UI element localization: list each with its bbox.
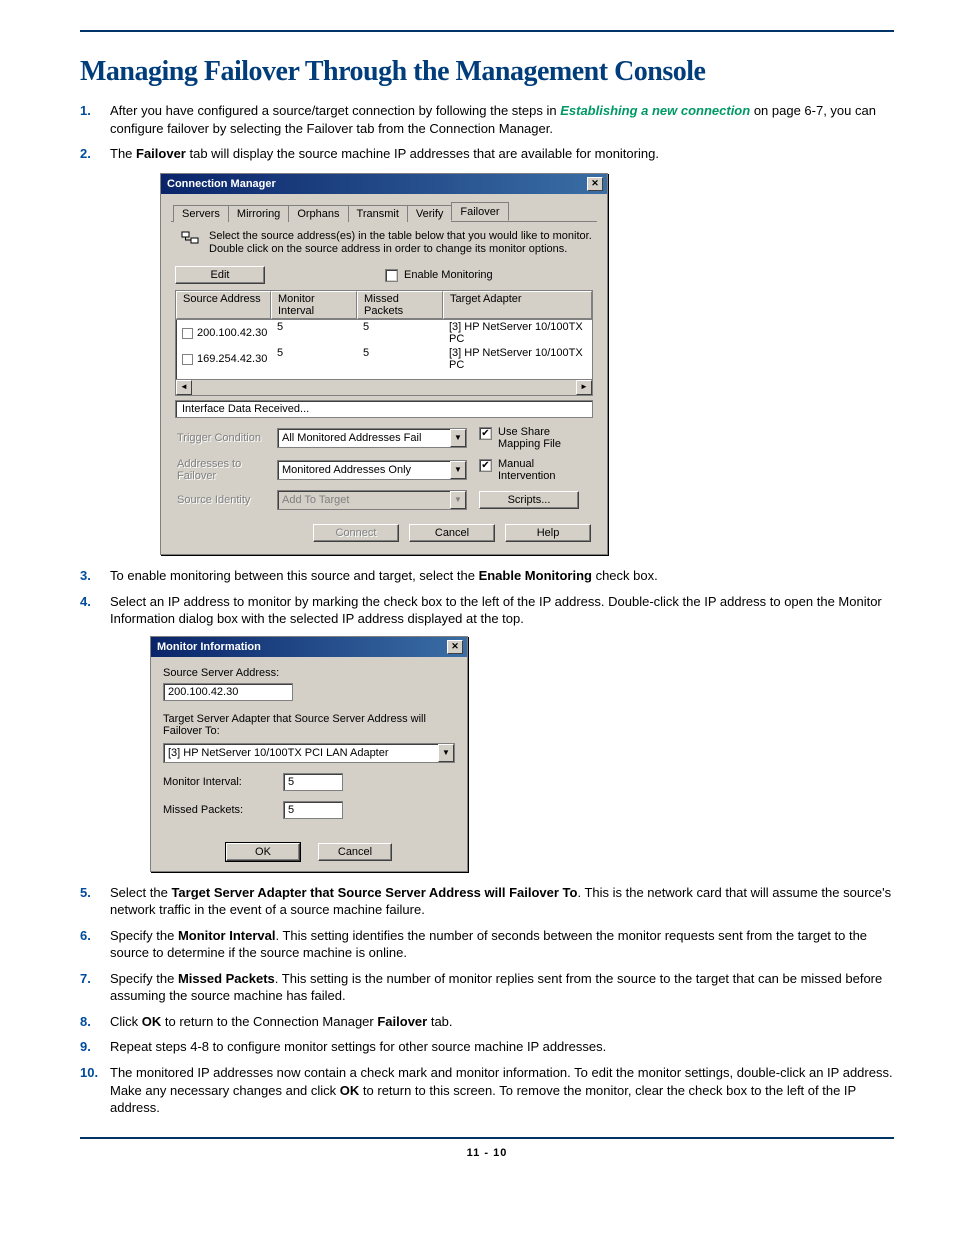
source-address-field[interactable]: 200.100.42.30 <box>163 683 293 701</box>
col-monitor-interval[interactable]: Monitor Interval <box>271 291 357 319</box>
scroll-right-icon[interactable]: ► <box>576 380 592 395</box>
steps-list-continued: 3. To enable monitoring between this sou… <box>80 567 894 628</box>
document-page: Managing Failover Through the Management… <box>0 0 954 1179</box>
step-9: 9. Repeat steps 4-8 to configure monitor… <box>80 1038 894 1056</box>
close-icon[interactable]: ✕ <box>587 177 603 191</box>
step-8: 8. Click OK to return to the Connection … <box>80 1013 894 1031</box>
enable-monitoring-checkbox[interactable] <box>385 269 398 282</box>
tab-servers[interactable]: Servers <box>173 205 229 222</box>
close-icon[interactable]: ✕ <box>447 640 463 654</box>
manual-intervention-label: Manual Intervention <box>498 458 591 482</box>
table-row[interactable]: 200.100.42.30 5 5 [3] HP NetServer 10/10… <box>176 320 592 346</box>
row-checkbox[interactable] <box>182 354 193 365</box>
instruction-text: Select the source address(es) in the tab… <box>209 230 593 256</box>
monitor-information-dialog: Monitor Information ✕ Source Server Addr… <box>150 636 468 872</box>
dialog-title: Connection Manager <box>167 178 276 190</box>
scripts-button[interactable]: Scripts... <box>479 491 579 509</box>
target-adapter-combo[interactable]: [3] HP NetServer 10/100TX PCI LAN Adapte… <box>163 743 455 763</box>
page-number: 11 - 10 <box>80 1147 894 1159</box>
bottom-rule <box>80 1137 894 1139</box>
col-source-address[interactable]: Source Address <box>176 291 271 319</box>
step-5: 5. Select the Target Server Adapter that… <box>80 884 894 919</box>
addresses-failover-combo[interactable]: Monitored Addresses Only ▼ <box>277 460 467 480</box>
enable-monitoring-label: Enable Monitoring <box>404 269 493 281</box>
chevron-down-icon[interactable]: ▼ <box>450 461 466 479</box>
step-7: 7. Specify the Missed Packets. This sett… <box>80 970 894 1005</box>
page-title: Managing Failover Through the Management… <box>80 56 894 88</box>
row-checkbox[interactable] <box>182 328 193 339</box>
missed-packets-label: Missed Packets: <box>163 804 267 816</box>
trigger-condition-label: Trigger Condition <box>177 432 277 444</box>
chevron-down-icon: ▼ <box>450 491 466 509</box>
ok-button[interactable]: OK <box>226 843 300 861</box>
step-2: 2. The Failover tab will display the sou… <box>80 145 894 163</box>
cancel-button[interactable]: Cancel <box>409 524 495 542</box>
source-identity-combo: Add To Target ▼ <box>277 490 467 510</box>
horizontal-scrollbar[interactable]: ◄ ► <box>176 379 592 395</box>
step-number: 1. <box>80 102 91 120</box>
tab-orphans[interactable]: Orphans <box>288 205 348 222</box>
share-mapping-label: Use Share Mapping File <box>498 426 591 450</box>
step-1: 1. After you have configured a source/ta… <box>80 102 894 137</box>
manual-intervention-checkbox[interactable]: ✔ <box>479 459 492 472</box>
step-number: 2. <box>80 145 91 163</box>
dialog-title: Monitor Information <box>157 641 261 653</box>
chevron-down-icon[interactable]: ▼ <box>450 429 466 447</box>
missed-packets-field[interactable]: 5 <box>283 801 343 819</box>
monitor-interval-field[interactable]: 5 <box>283 773 343 791</box>
step-10: 10. The monitored IP addresses now conta… <box>80 1064 894 1117</box>
monitor-interval-label: Monitor Interval: <box>163 776 267 788</box>
source-address-label: Source Server Address: <box>163 667 455 679</box>
tab-verify[interactable]: Verify <box>407 205 453 222</box>
tab-mirroring[interactable]: Mirroring <box>228 205 289 222</box>
instruction-row: Select the source address(es) in the tab… <box>171 222 597 266</box>
link-establishing-connection[interactable]: Establishing a new connection <box>560 103 750 118</box>
help-button[interactable]: Help <box>505 524 591 542</box>
connection-manager-dialog: Connection Manager ✕ Servers Mirroring O… <box>160 173 608 555</box>
scroll-left-icon[interactable]: ◄ <box>176 380 192 395</box>
cancel-button[interactable]: Cancel <box>318 843 392 861</box>
edit-button[interactable]: Edit <box>175 266 265 284</box>
target-adapter-label: Target Server Adapter that Source Server… <box>163 713 455 737</box>
tab-failover[interactable]: Failover <box>451 202 508 221</box>
chevron-down-icon[interactable]: ▼ <box>438 744 454 762</box>
network-icon <box>181 230 199 248</box>
steps-list: 1. After you have configured a source/ta… <box>80 102 894 163</box>
address-table: Source Address Monitor Interval Missed P… <box>175 290 593 396</box>
connect-button: Connect <box>313 524 399 542</box>
dialog-titlebar: Monitor Information ✕ <box>151 637 467 657</box>
addresses-failover-label: Addresses to Failover <box>177 458 277 482</box>
share-mapping-checkbox[interactable]: ✔ <box>479 427 492 440</box>
interface-data-field: Interface Data Received... <box>175 400 593 418</box>
source-identity-label: Source Identity <box>177 494 277 506</box>
col-missed-packets[interactable]: Missed Packets <box>357 291 443 319</box>
trigger-condition-combo[interactable]: All Monitored Addresses Fail ▼ <box>277 428 467 448</box>
tab-strip: Servers Mirroring Orphans Transmit Verif… <box>171 202 597 222</box>
col-target-adapter[interactable]: Target Adapter <box>443 291 592 319</box>
step-6: 6. Specify the Monitor Interval. This se… <box>80 927 894 962</box>
step-4: 4. Select an IP address to monitor by ma… <box>80 593 894 628</box>
table-row[interactable]: 169.254.42.30 5 5 [3] HP NetServer 10/10… <box>176 346 592 372</box>
step-3: 3. To enable monitoring between this sou… <box>80 567 894 585</box>
tab-transmit[interactable]: Transmit <box>348 205 408 222</box>
top-rule <box>80 30 894 32</box>
dialog-titlebar: Connection Manager ✕ <box>161 174 607 194</box>
steps-list-final: 5. Select the Target Server Adapter that… <box>80 884 894 1117</box>
